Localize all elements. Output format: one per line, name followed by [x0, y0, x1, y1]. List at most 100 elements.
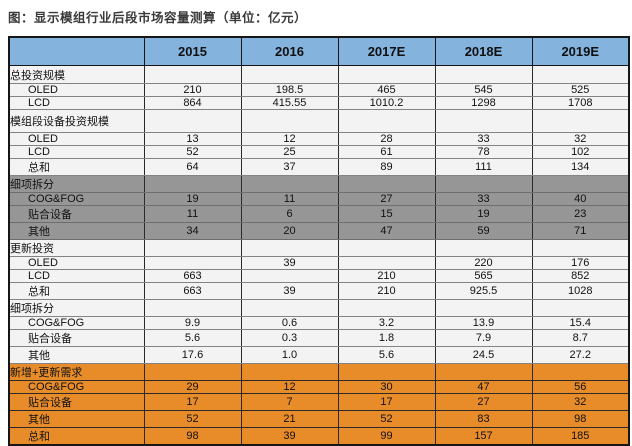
row-label-cell: 其他: [8, 222, 145, 240]
value-cell: 56: [531, 380, 630, 394]
value-cell: 98: [531, 410, 630, 428]
value-cell: [531, 109, 630, 133]
value-cell: 17: [143, 393, 242, 411]
row-label-cell: COG&FOG: [8, 380, 145, 394]
value-cell: 220: [434, 256, 533, 270]
value-cell: [143, 256, 242, 270]
value-cell: 37: [240, 158, 339, 176]
value-cell: 83: [434, 410, 533, 428]
row-label-cell: OLED: [8, 256, 145, 270]
row-label-cell: LCD: [8, 269, 145, 283]
year-column-header: 2015: [143, 36, 242, 66]
value-cell: [240, 269, 339, 283]
value-cell: 64: [143, 158, 242, 176]
value-cell: [240, 65, 339, 84]
market-capacity-table: 2015 2016 2017E 2018E 2019E 总投资规模 OLED 210 198.…: [8, 36, 630, 446]
value-cell: 98: [143, 427, 242, 446]
value-cell: 210: [143, 83, 242, 97]
value-cell: 5.6: [143, 329, 242, 347]
row-label-cell: 总投资规模: [8, 65, 145, 84]
figure-title: 图：显示模组行业后段市场容量测算（单位：亿元）: [8, 11, 308, 25]
value-cell: 39: [240, 256, 339, 270]
year-column-header: 2019E: [531, 36, 630, 66]
value-cell: 1010.2: [337, 96, 436, 110]
value-cell: 52: [337, 410, 436, 428]
value-cell: 545: [434, 83, 533, 97]
value-cell: 33: [434, 192, 533, 206]
market-capacity-table-container: 2015 2016 2017E 2018E 2019E 总投资规模 OLED 210 198.…: [8, 36, 630, 446]
row-label-cell: LCD: [8, 96, 145, 110]
section-row: 细项拆分: [8, 175, 630, 193]
value-cell: 1.8: [337, 329, 436, 347]
value-cell: 59: [434, 222, 533, 240]
value-cell: [337, 239, 436, 257]
table-header: 2015 2016 2017E 2018E 2019E: [8, 36, 630, 66]
value-cell: 28: [337, 132, 436, 146]
value-cell: 32: [531, 393, 630, 411]
value-cell: 25: [240, 145, 339, 159]
value-cell: 29: [143, 380, 242, 394]
value-cell: [240, 239, 339, 257]
value-cell: 925.5: [434, 282, 533, 300]
value-cell: [240, 175, 339, 193]
table-row: LCD 52 25 61 78 102: [8, 145, 630, 159]
value-cell: 1028: [531, 282, 630, 300]
row-label-cell: LCD: [8, 145, 145, 159]
value-cell: 111: [434, 158, 533, 176]
value-cell: 19: [143, 192, 242, 206]
row-label-cell: COG&FOG: [8, 192, 145, 206]
value-cell: 102: [531, 145, 630, 159]
section-row: 模组段设备投资规模: [8, 109, 630, 133]
value-cell: [434, 109, 533, 133]
row-label-cell: 总和: [8, 282, 145, 300]
value-cell: 47: [434, 380, 533, 394]
value-cell: [143, 299, 242, 317]
value-cell: 99: [337, 427, 436, 446]
value-cell: 465: [337, 83, 436, 97]
value-cell: 13.9: [434, 316, 533, 330]
value-cell: 663: [143, 282, 242, 300]
row-label-cell: 总和: [8, 427, 145, 446]
table-row: OLED 13 12 28 33 32: [8, 132, 630, 146]
year-column-header: 2016: [240, 36, 339, 66]
row-label-cell: 细项拆分: [8, 175, 145, 193]
value-cell: 6: [240, 205, 339, 223]
value-cell: 0.3: [240, 329, 339, 347]
table-row: LCD 663 210 565 852: [8, 269, 630, 283]
value-cell: 5.6: [337, 346, 436, 364]
year-column-header: 2017E: [337, 36, 436, 66]
value-cell: 52: [143, 410, 242, 428]
table-row: 总和 663 39 210 925.5 1028: [8, 282, 630, 300]
table-row: 总和 64 37 89 111 134: [8, 158, 630, 176]
year-column-header: 2018E: [434, 36, 533, 66]
table-row: COG&FOG 19 11 27 33 40: [8, 192, 630, 206]
value-cell: 27.2: [531, 346, 630, 364]
table-row: COG&FOG 9.9 0.6 3.2 13.9 15.4: [8, 316, 630, 330]
value-cell: 17: [337, 393, 436, 411]
value-cell: [531, 239, 630, 257]
value-cell: [531, 299, 630, 317]
value-cell: 565: [434, 269, 533, 283]
value-cell: 3.2: [337, 316, 436, 330]
value-cell: [143, 109, 242, 133]
row-label-cell: 更新投资: [8, 239, 145, 257]
value-cell: 852: [531, 269, 630, 283]
value-cell: 39: [240, 427, 339, 446]
value-cell: 198.5: [240, 83, 339, 97]
row-label-column-header: [8, 36, 145, 66]
value-cell: 23: [531, 205, 630, 223]
table-row: OLED 210 198.5 465 545 525: [8, 83, 630, 97]
value-cell: [240, 299, 339, 317]
table-row: LCD 864 415.55 1010.2 1298 1708: [8, 96, 630, 110]
value-cell: 525: [531, 83, 630, 97]
value-cell: [337, 65, 436, 84]
value-cell: 52: [143, 145, 242, 159]
section-row: 细项拆分: [8, 299, 630, 317]
value-cell: 34: [143, 222, 242, 240]
table-row: 贴合设备 11 6 15 19 23: [8, 205, 630, 223]
table-row: COG&FOG 29 12 30 47 56: [8, 380, 630, 394]
value-cell: 13: [143, 132, 242, 146]
value-cell: 19: [434, 205, 533, 223]
row-label-cell: 新增+更新需求: [8, 363, 145, 381]
value-cell: 20: [240, 222, 339, 240]
